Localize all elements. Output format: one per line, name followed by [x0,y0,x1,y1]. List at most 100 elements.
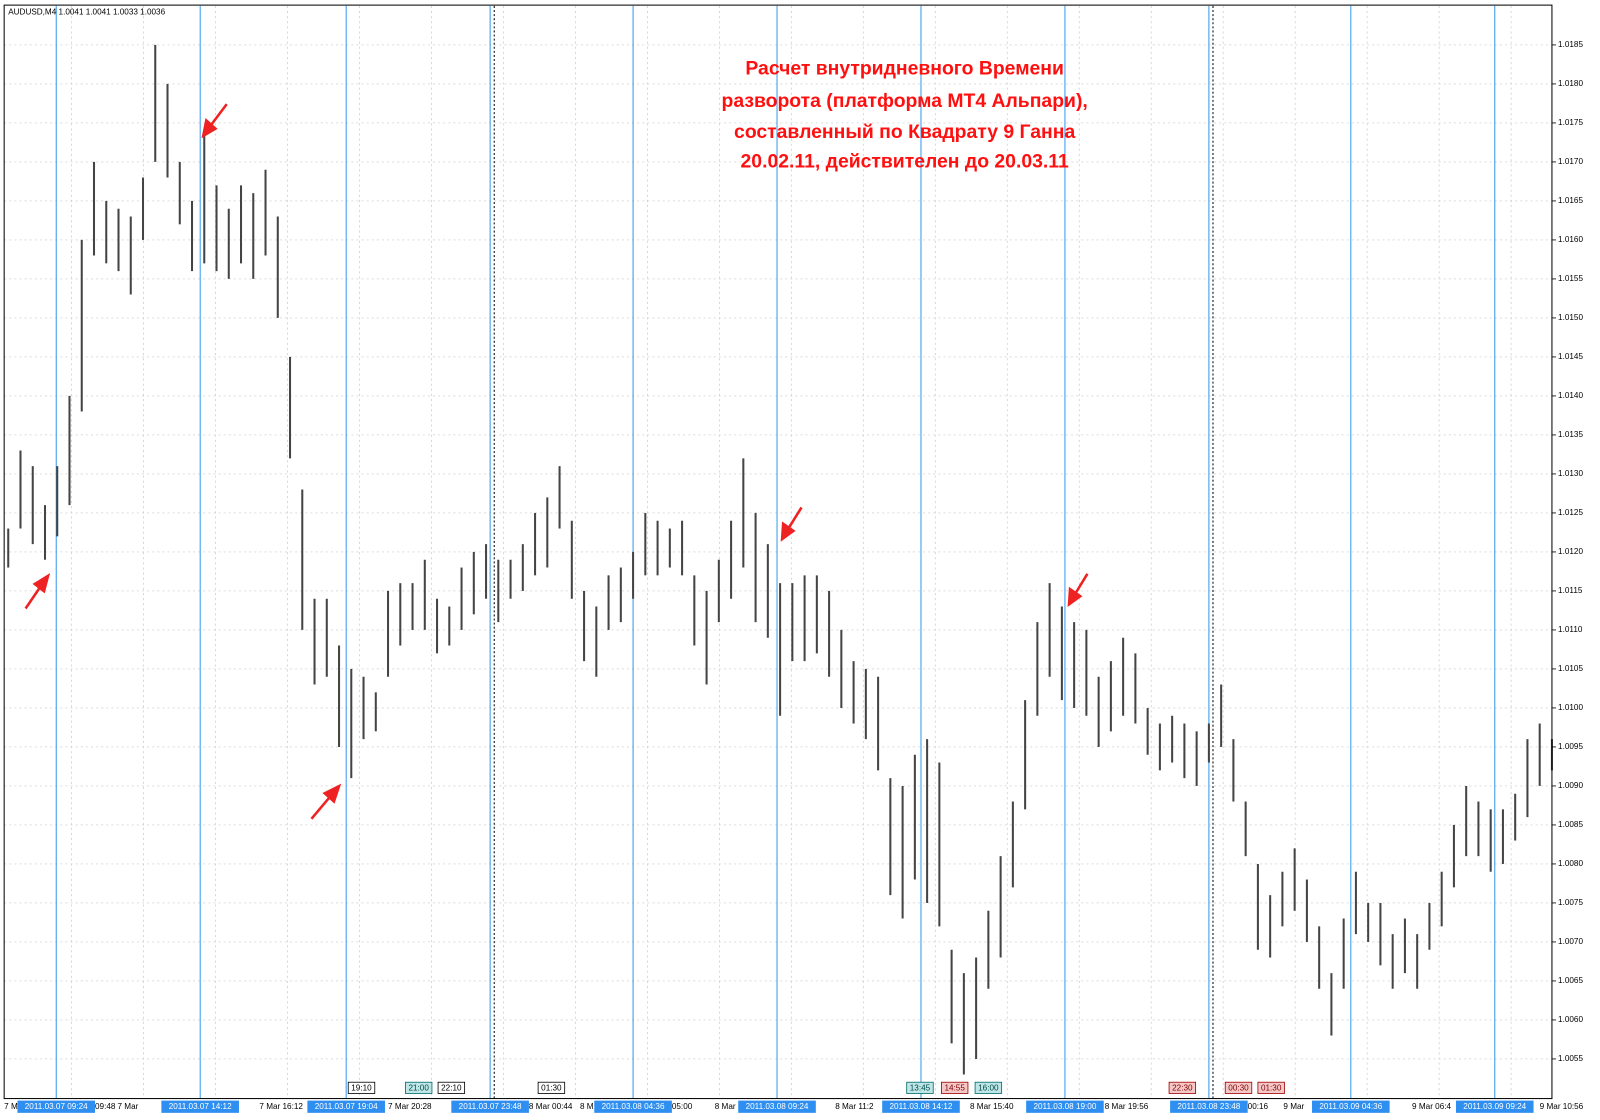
annotation: разворота (платформа МТ4 Альпари), [722,90,1088,112]
line-label-box [161,1100,239,1113]
x-tick-label: 8 Mar 15:40 [970,1102,1014,1111]
x-tick-label: 09:48 [95,1102,116,1111]
x-tick-label: 9 Mar 06:4 [1412,1102,1451,1111]
line-label-box [594,1100,672,1113]
y-tick-label: 1.0085 [1558,820,1583,829]
time-marker-box [906,1081,934,1094]
y-tick-label: 1.0110 [1558,625,1583,634]
y-tick-label: 1.0105 [1558,664,1583,673]
time-marker-box [940,1081,969,1094]
y-tick-label: 1.0100 [1558,703,1583,712]
arrow-head [32,573,51,594]
annotation: 20.02.11, действителен до 20.03.11 [741,150,1069,172]
x-tick-label: 9 Mar [1283,1102,1304,1111]
y-tick-label: 1.0135 [1558,430,1583,439]
x-tick-label: 7 Mar 20:28 [388,1102,432,1111]
x-tick-label: 7 Mar [117,1102,138,1111]
y-tick-label: 1.0165 [1558,196,1583,205]
line-label: 2011.03.08 04:36 [602,1102,665,1111]
time-marker-box [1168,1081,1197,1094]
time-marker-box [1257,1081,1285,1094]
y-tick-label: 1.0160 [1558,235,1583,244]
x-tick-label: 05:00 [672,1102,693,1111]
y-tick-label: 1.0090 [1558,781,1583,790]
y-tick-label: 1.0055 [1558,1054,1583,1063]
line-label-box [882,1100,960,1113]
time-marker-box [974,1081,1003,1094]
y-tick-label: 1.0155 [1558,274,1583,283]
y-tick-label: 1.0150 [1558,313,1583,322]
time-marker: 21:00 [408,1084,429,1093]
time-marker-box [437,1081,466,1094]
y-tick-label: 1.0080 [1558,859,1583,868]
x-tick-label: 9 Mar 10:56 [1540,1102,1584,1111]
line-label: 2011.03.09 04:36 [1319,1102,1382,1111]
y-tick-label: 1.0175 [1558,118,1583,127]
y-tick-label: 1.0185 [1558,40,1583,49]
x-tick-label: 8 Mar 19:56 [1105,1102,1149,1111]
grid [4,5,1552,1098]
line-label: 2011.03.07 19:04 [315,1102,378,1111]
annotation: составленный по Квадрату 9 Ганна [734,121,1075,143]
x-tick-label: 7 M [4,1102,18,1111]
x-tick-label: 00:16 [1248,1102,1269,1111]
time-marker: 22:10 [441,1084,462,1093]
line-label: 2011.03.08 19:00 [1033,1102,1096,1111]
line-label-box [17,1100,96,1113]
time-marker: 13:45 [910,1084,931,1093]
line-label-box [451,1100,529,1113]
y-tick-label: 1.0145 [1558,352,1583,361]
line-label: 2011.03.08 14:12 [890,1102,953,1111]
y-tick-label: 1.0140 [1558,391,1583,400]
axes: 1.0055 1.0060 1.0065 1.0070 1.0075 1.0080 1.00… [4,40,1584,1113]
line-label-box [1170,1100,1248,1113]
y-tick-label: 1.0075 [1558,898,1583,907]
y-tick-label: 1.0170 [1558,157,1583,166]
time-marker-box [1224,1081,1253,1094]
vertical-lines [55,5,1496,1098]
y-tick-label: 1.0180 [1558,79,1583,88]
line-label: 2011.03.08 09:24 [746,1102,809,1111]
time-marker: 22:30 [1172,1084,1193,1093]
y-tick-label: 1.0125 [1558,508,1583,517]
line-label-box [1312,1100,1390,1113]
line-label: 2011.03.09 09:24 [1463,1102,1526,1111]
annotation: Расчет внутридневного Времени [745,58,1064,80]
y-tick-label: 1.0095 [1558,742,1583,751]
y-tick-label: 1.0065 [1558,976,1583,985]
line-label-box [1455,1100,1534,1113]
time-marker-box [537,1081,566,1094]
time-marker: 16:00 [978,1084,999,1093]
x-tick-label: 7 Mar 16:12 [259,1102,303,1111]
line-label-box [1026,1100,1104,1113]
time-marker: 00:30 [1228,1084,1249,1093]
arrows [24,103,1089,820]
arrow-head [201,118,218,139]
line-label-box [307,1100,385,1113]
line-label: 2011.03.08 23:48 [1177,1102,1240,1111]
time-marker-box [404,1081,433,1094]
time-marker-box [347,1081,376,1094]
time-marker: 19:10 [351,1084,372,1093]
x-tick-label: 8 M [580,1102,594,1111]
time-marker: 01:30 [541,1084,562,1093]
y-tick-label: 1.0120 [1558,547,1583,556]
y-tick-label: 1.0115 [1558,586,1583,595]
y-tick-label: 1.0130 [1558,469,1583,478]
line-label-box [738,1100,816,1113]
y-tick-label: 1.0070 [1558,937,1583,946]
line-label: 2011.03.07 14:12 [169,1102,232,1111]
line-label: 2011.03.07 09:24 [25,1102,88,1111]
x-tick-label: 8 Mar [715,1102,736,1111]
line-label: 2011.03.07 23:48 [459,1102,522,1111]
time-marker: 14:55 [944,1084,965,1093]
arrow-head [780,521,796,542]
arrow-head [322,783,342,804]
y-tick-label: 1.0060 [1558,1015,1583,1024]
header: AUDUSD,M4 1.0041 1.0041 1.0033 1.0036 [8,7,165,16]
time-marker: 01:30 [1261,1084,1282,1093]
x-tick-label: 8 Mar 11:2 [835,1102,874,1111]
